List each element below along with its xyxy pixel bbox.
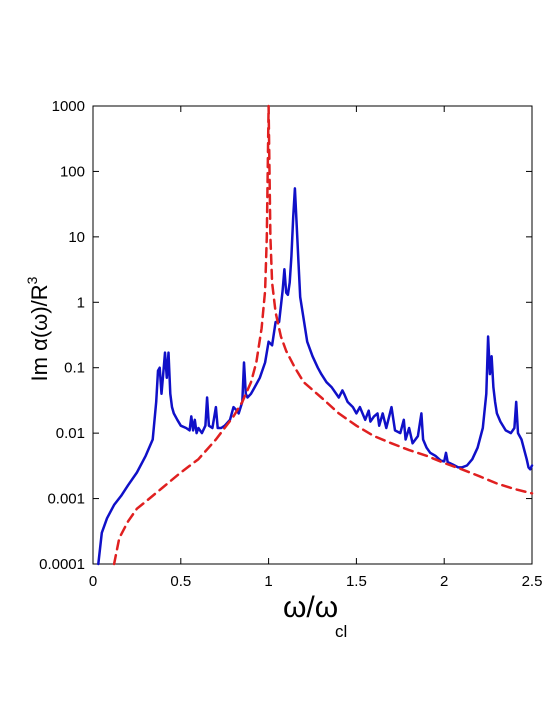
y-tick-label: 1000 [52,98,85,115]
y-tick-label: 100 [60,163,85,180]
series-line-solid [97,187,534,566]
y-tick-label: 0.001 [47,491,85,508]
y-axis-label-group: Im α(ω)/R3 [24,276,52,381]
x-tick-label: 1 [264,573,272,590]
x-axis-label: ω/ω [283,591,338,624]
y-axis-label: Im α(ω)/R3 [24,276,52,381]
data-series [97,104,534,566]
y-tick-label: 10 [68,229,85,246]
x-axis-label-subscript: cl [335,622,347,641]
x-tick-label: 2.5 [522,573,543,590]
y-axis-label-main: Im α(ω)/R [27,284,52,381]
y-tick-label: 0.0001 [39,556,85,573]
x-tick-label: 2 [440,573,448,590]
plot-frame [92,105,533,565]
y-axis-label-superscript: 3 [24,276,40,284]
y-tick-label: 0.01 [56,425,85,442]
x-tick-label: 0.5 [170,573,191,590]
y-tick-label: 0.1 [64,360,85,377]
x-tick-label: 1.5 [346,573,367,590]
y-tick-label: 1 [77,294,85,311]
series-line-dashed [112,104,534,566]
x-tick-label: 0 [89,573,97,590]
axis-ticks: 0 0.5 1 1.5 2 2.5 0.0001 0.001 0.01 0.1 1 10 100 1000 [39,98,542,590]
